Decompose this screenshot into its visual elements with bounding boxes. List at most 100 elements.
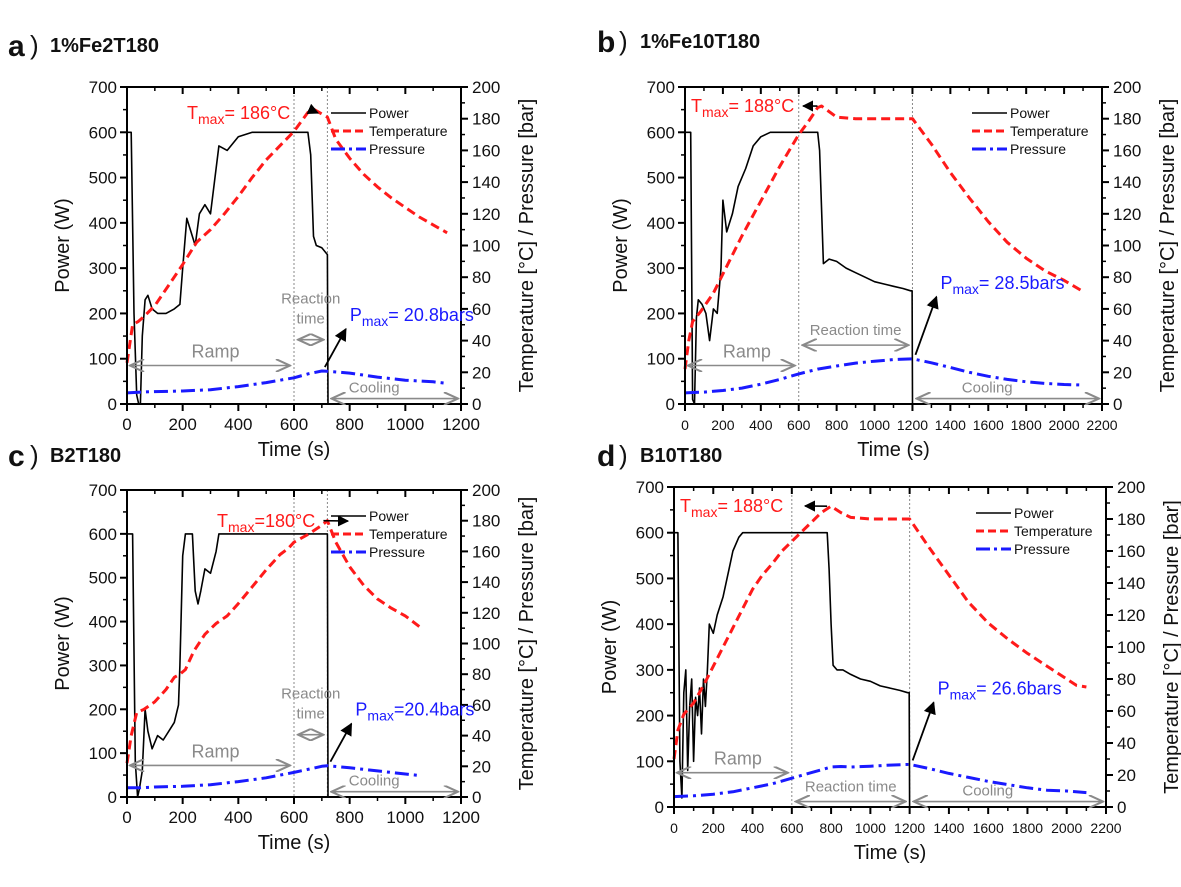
y2-tick-label: 120 [1113,205,1141,224]
y-axis-title: Power (W) [52,198,74,292]
legend-label: Pressure [1010,141,1066,157]
y2-tick-label: 160 [472,542,500,561]
y-tick-label: 0 [108,788,117,807]
series-temperature-line [683,104,1084,370]
x-tick-label: 1200 [442,415,480,434]
y2-tick-label: 200 [1113,78,1141,97]
y-tick-label: 700 [647,78,675,97]
y-tick-label: 300 [89,259,117,278]
panel-paren: ) [619,26,628,56]
pmax-arrow [329,722,353,763]
cooling-label: Cooling [962,783,1013,800]
x-tick-label: 400 [749,417,773,433]
y2-tick-label: 100 [472,635,500,654]
y-tick-label: 700 [89,78,117,97]
pmax-symbol: P [355,700,367,720]
legend-label: Temperature [1014,523,1093,539]
tmax-subscript: max [198,111,224,127]
pmax-arrow [324,327,347,368]
x-tick-label: 1400 [933,820,964,836]
y2-tick-label: 60 [472,696,491,715]
y-tick-label: 400 [89,613,117,632]
y2-tick-label: 160 [1113,141,1141,160]
panel-letter: b [597,26,615,59]
x-tick-label: 400 [224,415,252,434]
legend-label: Pressure [1014,541,1070,557]
tmax-value: = 188°C [728,96,794,116]
x-tick-label: 0 [670,820,678,836]
y2-tick-label: 200 [1117,478,1145,497]
x-tick-label: 1600 [973,417,1004,433]
reaction-time-label: Reaction time [810,322,902,339]
y2-tick-label: 120 [1117,606,1145,625]
pmax-label: Pmax= 26.6bars [938,678,1062,702]
reaction-time-label: Reaction [281,686,340,703]
x-tick-label: 2200 [1086,417,1117,433]
legend: Power Temperature Pressure [331,508,448,560]
series-pressure-line [127,764,420,790]
x-tick-label: 200 [711,417,735,433]
x-tick-label: 0 [681,417,689,433]
pmax-label: Pmax= 20.8bars [350,305,474,329]
y-tick-label: 0 [666,395,675,414]
x-tick-label: 600 [787,417,811,433]
x-tick-label: 400 [224,808,252,827]
x-tick-label: 200 [168,415,196,434]
ramp-label: Ramp [191,342,239,362]
tmax-symbol: T [187,103,198,123]
y2-tick-label: 180 [472,512,500,531]
y2-tick-label: 120 [472,205,500,224]
tmax-annotation: Tmax= 186°C [187,103,320,127]
ramp-label: Ramp [714,749,762,769]
pmax-subscript: max [950,686,976,702]
series-temperature-line [125,107,448,364]
panel-letter: d [597,440,615,473]
x-tick-label: 2000 [1051,820,1082,836]
y-tick-label: 0 [108,395,117,414]
tmax-symbol: T [691,96,702,116]
y2-tick-label: 40 [1117,734,1136,753]
x-tick-label: 1800 [1011,417,1042,433]
x-tick-label: 0 [122,415,131,434]
y2-tick-label: 200 [472,481,500,500]
x-tick-label: 1200 [894,820,925,836]
tmax-label: Tmax= 188°C [680,496,783,520]
x-tick-label: 600 [280,415,308,434]
y2-tick-label: 0 [1117,798,1126,817]
y2-tick-label: 140 [472,573,500,592]
pmax-symbol: P [350,305,362,325]
panel-title: 1%Fe10T180 [640,31,760,53]
y2-tick-label: 80 [1117,670,1136,689]
y-tick-label: 200 [636,707,664,726]
y-tick-label: 200 [89,700,117,719]
tmax-value: = 186°C [224,103,290,123]
y2-tick-label: 40 [472,332,491,351]
legend-label: Temperature [1010,123,1089,139]
ramp-label: Ramp [191,741,239,761]
y-tick-label: 100 [647,350,675,369]
x-tick-label: 1200 [442,808,480,827]
panel-paren: ) [619,440,628,470]
series-power-line [685,131,914,405]
y2-tick-label: 140 [1117,574,1145,593]
panel-title: B2T180 [50,445,121,467]
reaction-time-label: Reaction time [805,779,897,796]
x-tick-label: 1400 [935,417,966,433]
pmax-annotation: Pmax= 20.8bars [324,305,474,368]
tmax-annotation: Tmax= 188°C [691,96,818,120]
x-tick-label: 600 [280,808,308,827]
y2-axis-title: Temperature [°C] / Pressure [bar] [1157,99,1179,393]
y-axis-title: Power (W) [52,596,74,690]
tmax-annotation: Tmax= 188°C [680,496,828,520]
panel-paren: ) [30,30,39,60]
y-tick-label: 600 [89,123,117,142]
pmax-symbol: P [940,273,952,293]
y-tick-label: 300 [647,259,675,278]
cooling-label: Cooling [349,773,400,790]
x-tick-label: 2000 [1049,417,1080,433]
x-tick-label: 200 [702,820,726,836]
series-pressure-line [684,357,1084,395]
y2-tick-label: 0 [472,788,481,807]
